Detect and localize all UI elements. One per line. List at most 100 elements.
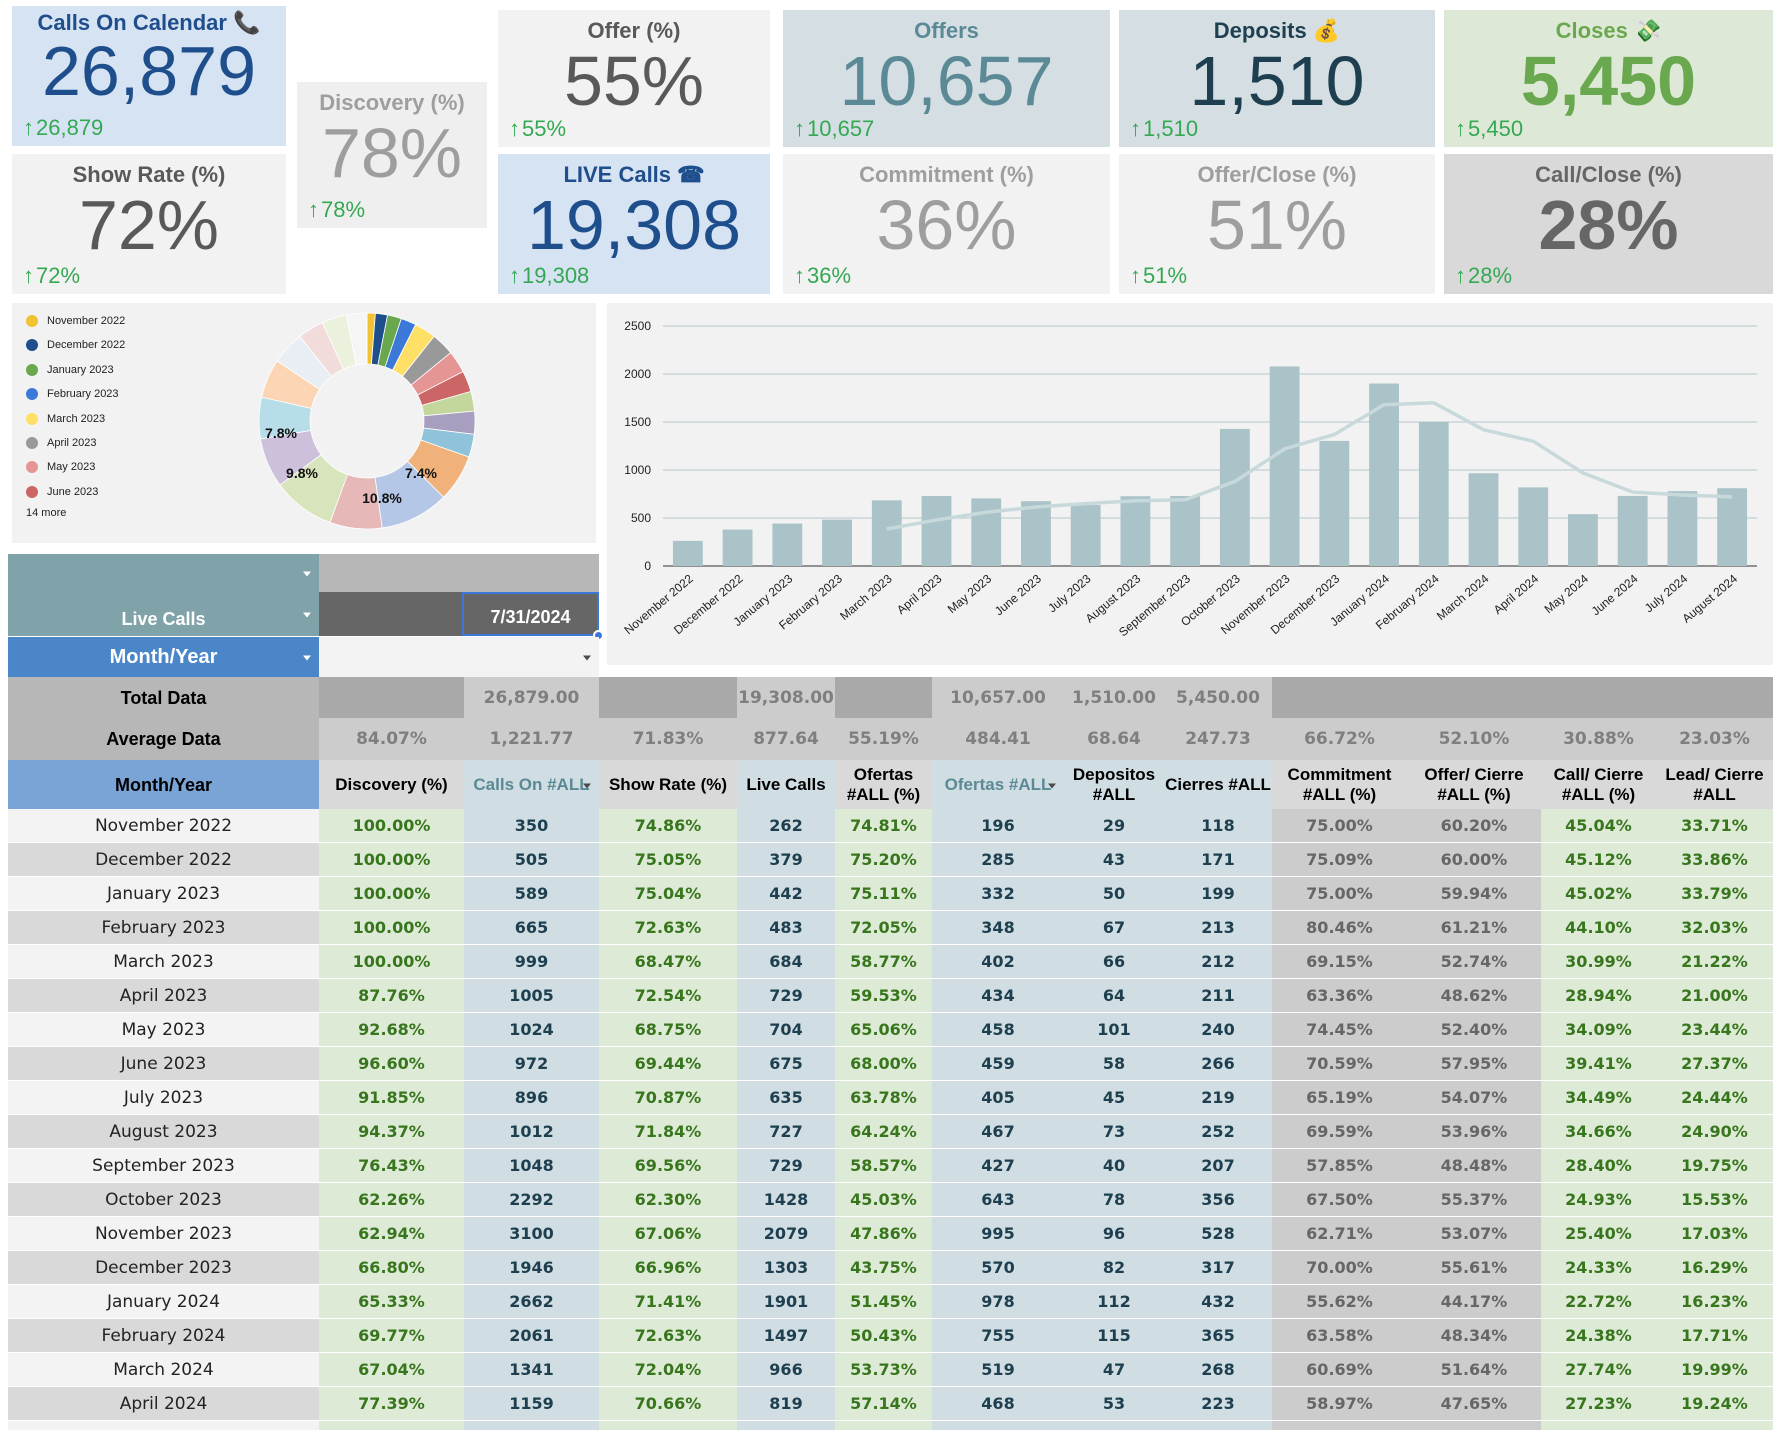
column-header[interactable]: Calls On #ALL: [464, 760, 599, 809]
bar[interactable]: [1070, 505, 1101, 566]
bar[interactable]: [1319, 440, 1350, 566]
telephone-icon: 📞: [233, 10, 261, 35]
x-tick-label: August 2024: [1679, 571, 1740, 625]
bar[interactable]: [1617, 495, 1648, 566]
bar[interactable]: [971, 498, 1002, 566]
column-header[interactable]: Call/ Cierre #ALL (%): [1541, 760, 1656, 809]
x-tick-label: May 2024: [1542, 571, 1592, 616]
pie-legend-label: December 2022: [47, 339, 126, 352]
bar[interactable]: [772, 523, 803, 566]
table-cell: 33.86%: [1656, 843, 1773, 876]
table-cell: 45: [1064, 1081, 1164, 1114]
scorecard-call-close[interactable]: Call/Close (%) 28% ↑28%: [1444, 154, 1773, 294]
chevron-down-icon[interactable]: [303, 571, 311, 577]
column-header[interactable]: Show Rate (%): [599, 760, 737, 809]
bar[interactable]: [1369, 383, 1399, 566]
chevron-down-icon[interactable]: [1048, 783, 1056, 788]
date-filter-cell[interactable]: 7/31/2024: [462, 592, 599, 636]
bar[interactable]: [672, 540, 703, 566]
column-header[interactable]: Ofertas #ALL: [932, 760, 1064, 809]
bar[interactable]: [1717, 488, 1748, 566]
pie-legend-item[interactable]: June 2023: [26, 485, 98, 498]
money-wings-icon: 💸: [1633, 18, 1662, 43]
bar[interactable]: [1568, 514, 1598, 566]
table-row-month: November 2022: [8, 809, 319, 842]
total-data-cell: [1541, 677, 1656, 718]
pie-legend-more[interactable]: 14 more: [26, 507, 67, 519]
scorecard-deposits[interactable]: Deposits 💰 1,510 ↑1,510: [1119, 10, 1435, 147]
filter-header-blank[interactable]: [8, 554, 319, 592]
bar[interactable]: [822, 519, 852, 566]
table-cell: 67.04%: [319, 1353, 464, 1386]
scorecard-commitment[interactable]: Commitment (%) 36% ↑36%: [783, 154, 1110, 294]
scorecard-value: 28%: [1538, 186, 1679, 264]
column-header[interactable]: Commitment #ALL (%): [1272, 760, 1407, 809]
pie-legend-item[interactable]: February 2023: [26, 388, 119, 401]
column-header[interactable]: Lead/ Cierre #ALL: [1656, 760, 1773, 809]
scorecard-live-calls[interactable]: LIVE Calls ☎ 19,308 ↑19,308: [498, 154, 770, 294]
chevron-down-icon[interactable]: [583, 655, 591, 661]
table-cell: 21.22%: [1656, 945, 1773, 978]
table-cell: 33.71%: [1656, 809, 1773, 842]
pie-legend-item[interactable]: November 2022: [26, 315, 125, 327]
bar[interactable]: [1418, 422, 1449, 566]
bar[interactable]: [722, 529, 753, 566]
column-header[interactable]: Ofertas #ALL (%): [835, 760, 932, 809]
column-header[interactable]: Discovery (%): [319, 760, 464, 809]
chevron-down-icon[interactable]: [583, 783, 591, 788]
bar[interactable]: [1170, 496, 1201, 566]
donut-chart[interactable]: 7.8% 9.8% 10.8%7.4%: [12, 303, 596, 543]
total-data-cell: [599, 677, 737, 718]
pie-legend-item[interactable]: April 2023: [26, 437, 97, 449]
column-header[interactable]: Offer/ Cierre #ALL (%): [1407, 760, 1541, 809]
scorecard-calls-on-calendar[interactable]: Calls On Calendar 📞 26,879 ↑26,879: [12, 6, 286, 146]
scorecard-offers[interactable]: Offers 10,657 ↑10,657: [783, 10, 1110, 147]
pie-legend-item[interactable]: December 2022: [26, 339, 126, 352]
bar[interactable]: [1269, 366, 1300, 566]
table-cell: 55.62%: [1272, 1285, 1407, 1318]
table-cell: 45.04%: [1541, 809, 1656, 842]
bar[interactable]: [921, 496, 952, 566]
table-cell: 57.14%: [835, 1387, 932, 1420]
chevron-down-icon[interactable]: [303, 612, 311, 618]
pie-legend-item[interactable]: May 2023: [26, 461, 95, 474]
trend-line: [886, 401, 1733, 531]
average-data-cell: 484.41: [932, 718, 1064, 760]
column-header[interactable]: Live Calls: [737, 760, 835, 809]
bar[interactable]: [1120, 496, 1151, 566]
bar[interactable]: [1219, 428, 1250, 566]
table-cell: 59.53%: [835, 979, 932, 1012]
table-row-month: December 2022: [8, 843, 319, 876]
live-calls-filter[interactable]: Live Calls: [8, 592, 319, 636]
pie-legend-item[interactable]: January 2023: [26, 363, 114, 376]
table-row-month: May 2023: [8, 1013, 319, 1046]
bar[interactable]: [1021, 501, 1051, 566]
bar-chart-panel[interactable]: 0 500 1000 1500 2000 2500 November 2022 Decembe…: [607, 303, 1773, 665]
bar[interactable]: [1667, 491, 1698, 566]
scorecard-offer-close[interactable]: Offer/Close (%) 51% ↑51%: [1119, 154, 1435, 294]
chevron-down-icon[interactable]: [303, 655, 311, 661]
scorecard-discovery[interactable]: Discovery (%) 78% ↑78%: [297, 82, 487, 228]
column-header[interactable]: Depositos #ALL: [1064, 760, 1164, 809]
month-year-filter[interactable]: Month/Year: [8, 637, 319, 677]
bar[interactable]: [871, 500, 902, 566]
table-cell: 966: [737, 1353, 835, 1386]
table-cell: 59.94%: [1407, 877, 1541, 910]
bar[interactable]: [1518, 487, 1549, 566]
scorecard-show-rate[interactable]: Show Rate (%) 72% ↑72%: [12, 154, 286, 294]
table-cell: 94.37%: [319, 1115, 464, 1148]
bar[interactable]: [1468, 473, 1499, 566]
scorecard-offer[interactable]: Offer (%) 55% ↑55%: [498, 10, 770, 147]
pie-legend-item[interactable]: March 2023: [26, 412, 105, 425]
pie-chart-panel[interactable]: November 2022 December 2022 January 2023 Fe…: [12, 303, 596, 543]
table-cell: 43: [1064, 843, 1164, 876]
scorecard-title: Deposits 💰: [1213, 18, 1341, 43]
month-year-value[interactable]: [319, 637, 599, 677]
pie-slice[interactable]: [345, 312, 368, 366]
scorecard-closes[interactable]: Closes 💸 5,450 ↑5,450: [1444, 10, 1773, 147]
column-header[interactable]: Cierres #ALL: [1164, 760, 1272, 809]
arrow-up-icon: ↑: [509, 116, 520, 141]
table-cell: 47.86%: [835, 1217, 932, 1250]
table-cell: 1946: [464, 1251, 599, 1284]
